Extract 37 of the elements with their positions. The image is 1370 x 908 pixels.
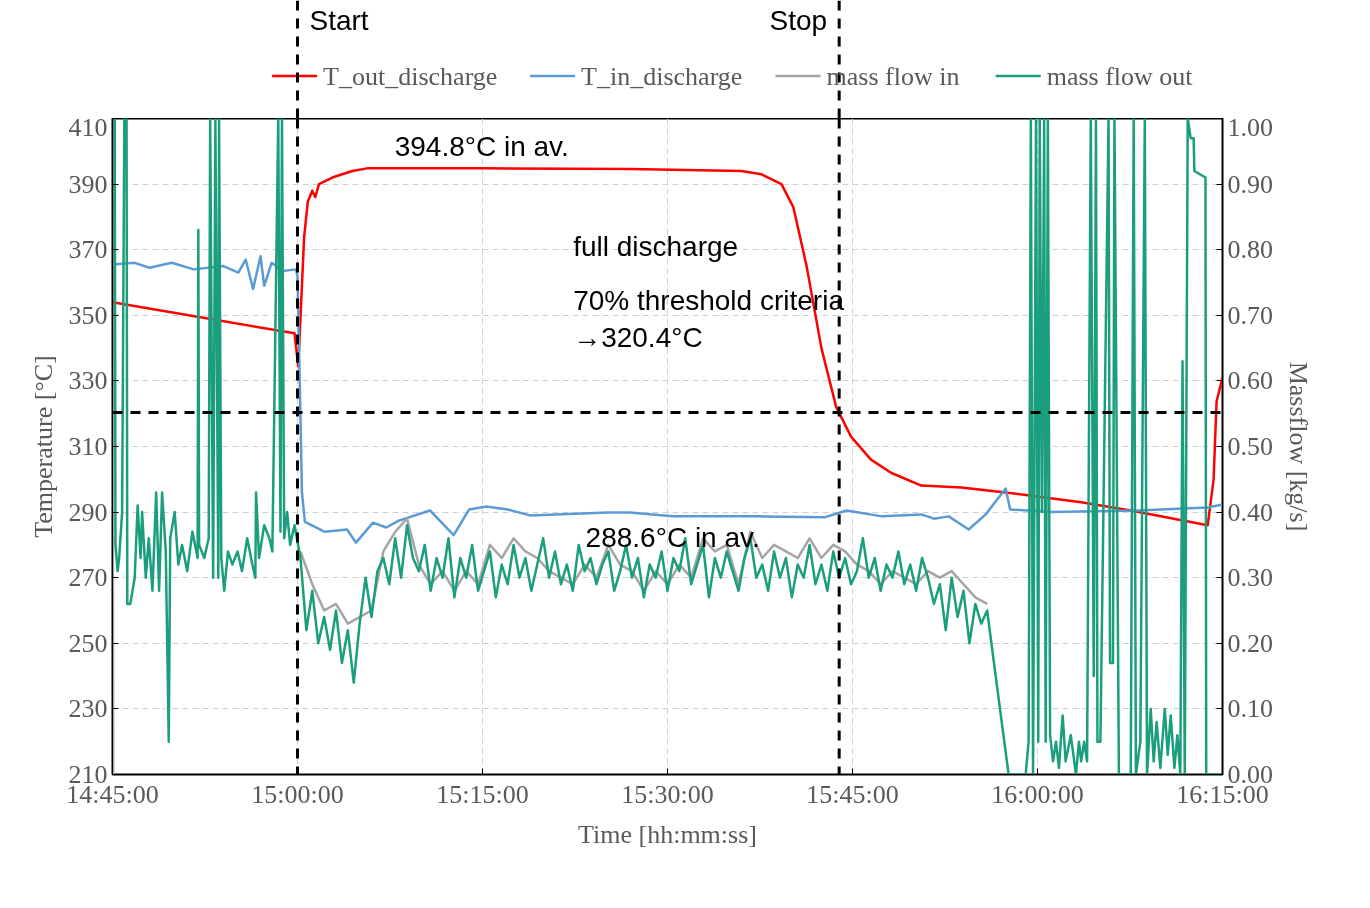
y-tick-label: 290 bbox=[68, 497, 108, 527]
ref-line-label: Start bbox=[309, 4, 369, 36]
x-tick-label: 15:00:00 bbox=[251, 779, 344, 809]
y-tick-label: 390 bbox=[68, 169, 108, 199]
y2-tick-label: 0.60 bbox=[1227, 366, 1273, 396]
ref-line-label: Stop bbox=[769, 4, 828, 36]
legend-label: T_out_discharge bbox=[323, 61, 498, 91]
y2-axis-title: Massflow [kg/s] bbox=[1284, 361, 1313, 532]
y-tick-label: 350 bbox=[68, 300, 108, 330]
y-tick-label: 310 bbox=[68, 432, 108, 461]
y2-tick-label: 0.20 bbox=[1227, 628, 1273, 658]
y-axis-title: Temperature [°C] bbox=[28, 355, 58, 538]
y2-tick-label: 0.40 bbox=[1227, 497, 1273, 527]
y-tick-label: 230 bbox=[68, 694, 108, 724]
y2-tick-label: 0.30 bbox=[1227, 563, 1273, 593]
y2-tick-label: 0.50 bbox=[1227, 432, 1273, 461]
x-tick-label: 15:15:00 bbox=[436, 779, 529, 809]
legend-label: T_in_discharge bbox=[581, 61, 743, 91]
annotation: full discharge bbox=[573, 230, 739, 262]
y2-tick-label: 1.00 bbox=[1227, 112, 1273, 142]
annotation: 394.8°C in av. bbox=[394, 131, 569, 163]
x-axis-title: Time [hh:mm:ss] bbox=[578, 819, 757, 849]
y-tick-label: 270 bbox=[68, 563, 108, 593]
y-tick-label: 370 bbox=[68, 235, 108, 265]
y-tick-label: 250 bbox=[68, 628, 108, 658]
line-series bbox=[112, 167, 1223, 527]
legend-label: mass flow out bbox=[1046, 61, 1194, 91]
x-tick-label: 16:00:00 bbox=[991, 779, 1084, 809]
y2-tick-label: 0.10 bbox=[1227, 694, 1273, 724]
x-tick-label: 15:45:00 bbox=[806, 779, 899, 809]
y-tick-label: 330 bbox=[68, 366, 108, 396]
y2-tick-label: 0.70 bbox=[1227, 300, 1273, 330]
x-tick-label: 15:30:00 bbox=[621, 779, 714, 809]
annotation: 288.6°C in av. bbox=[585, 522, 760, 554]
y2-tick-label: 0.90 bbox=[1227, 169, 1273, 199]
y-tick-label: 410 bbox=[68, 112, 108, 142]
y2-tick-label: 0.80 bbox=[1227, 235, 1273, 265]
